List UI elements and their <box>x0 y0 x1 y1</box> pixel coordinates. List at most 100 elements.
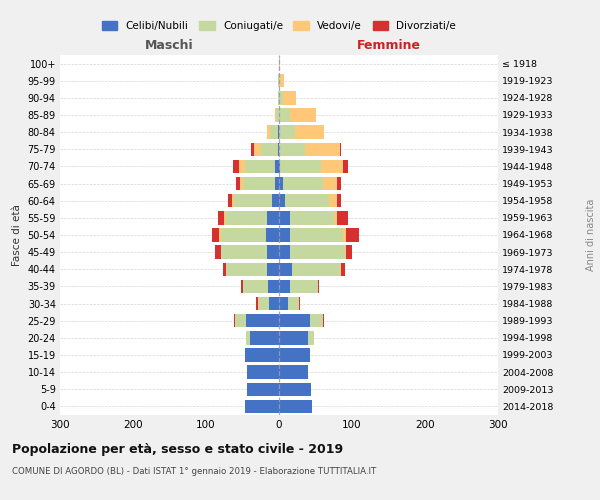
Bar <box>258 297 269 310</box>
Bar <box>212 228 219 241</box>
Bar <box>279 211 290 224</box>
Bar <box>256 297 258 310</box>
Y-axis label: Fasce di età: Fasce di età <box>12 204 22 266</box>
Bar <box>320 160 343 173</box>
Bar <box>226 211 266 224</box>
Bar <box>251 142 254 156</box>
Bar <box>279 382 311 396</box>
Bar <box>295 126 324 139</box>
Bar <box>305 142 340 156</box>
Bar <box>290 108 316 122</box>
Bar <box>245 400 279 413</box>
Bar <box>280 160 320 173</box>
Text: Maschi: Maschi <box>145 38 194 52</box>
Bar <box>278 91 279 104</box>
Bar <box>279 74 280 88</box>
Bar <box>346 228 359 241</box>
Bar <box>279 400 312 413</box>
Bar <box>262 142 278 156</box>
Bar <box>343 228 346 241</box>
Bar <box>245 160 275 173</box>
Bar <box>239 160 245 173</box>
Bar <box>334 211 337 224</box>
Bar <box>279 262 292 276</box>
Bar <box>234 314 235 328</box>
Bar <box>235 314 246 328</box>
Bar <box>246 314 279 328</box>
Bar <box>340 142 341 156</box>
Bar <box>239 177 242 190</box>
Bar <box>279 314 310 328</box>
Bar <box>236 177 239 190</box>
Bar <box>219 228 221 241</box>
Bar <box>221 228 266 241</box>
Bar <box>224 211 226 224</box>
Bar <box>290 228 343 241</box>
Bar <box>279 160 280 173</box>
Bar <box>340 262 341 276</box>
Bar <box>278 142 279 156</box>
Bar <box>290 280 317 293</box>
Bar <box>323 177 337 190</box>
Bar <box>310 314 323 328</box>
Bar <box>279 348 310 362</box>
Bar <box>290 246 344 259</box>
Bar <box>343 160 349 173</box>
Bar <box>279 228 290 241</box>
Bar <box>276 108 279 122</box>
Bar <box>250 331 279 344</box>
Bar <box>290 211 334 224</box>
Text: Popolazione per età, sesso e stato civile - 2019: Popolazione per età, sesso e stato civil… <box>12 442 343 456</box>
Bar <box>215 246 221 259</box>
Bar <box>266 228 279 241</box>
Bar <box>247 366 279 379</box>
Bar <box>346 246 352 259</box>
Bar <box>279 366 308 379</box>
Bar <box>221 246 266 259</box>
Bar <box>241 280 242 293</box>
Bar <box>272 194 279 207</box>
Bar <box>279 177 283 190</box>
Bar <box>317 280 319 293</box>
Bar <box>275 108 276 122</box>
Bar <box>245 348 279 362</box>
Bar <box>254 142 262 156</box>
Bar <box>266 211 279 224</box>
Bar <box>275 160 279 173</box>
Bar <box>246 331 250 344</box>
Bar <box>344 246 346 259</box>
Bar <box>308 331 314 344</box>
Bar <box>337 194 341 207</box>
Bar <box>270 126 278 139</box>
Bar <box>279 126 295 139</box>
Bar <box>266 262 279 276</box>
Bar <box>233 160 239 173</box>
Bar <box>279 194 285 207</box>
Bar <box>337 177 341 190</box>
Bar <box>266 246 279 259</box>
Text: Femmine: Femmine <box>356 38 421 52</box>
Bar <box>223 262 226 276</box>
Text: Anni di nascita: Anni di nascita <box>586 199 596 271</box>
Bar <box>279 142 305 156</box>
Bar <box>279 331 308 344</box>
Bar <box>234 194 272 207</box>
Bar <box>323 314 324 328</box>
Bar <box>226 262 266 276</box>
Bar <box>275 177 279 190</box>
Bar <box>218 211 224 224</box>
Bar <box>279 57 280 70</box>
Bar <box>292 262 340 276</box>
Bar <box>288 297 299 310</box>
Bar <box>280 74 284 88</box>
Bar <box>337 211 349 224</box>
Bar <box>247 382 279 396</box>
Bar <box>299 297 300 310</box>
Bar <box>266 126 270 139</box>
Bar <box>329 194 337 207</box>
Bar <box>285 194 329 207</box>
Bar <box>283 91 296 104</box>
Bar <box>279 297 288 310</box>
Bar <box>279 246 290 259</box>
Bar <box>228 194 232 207</box>
